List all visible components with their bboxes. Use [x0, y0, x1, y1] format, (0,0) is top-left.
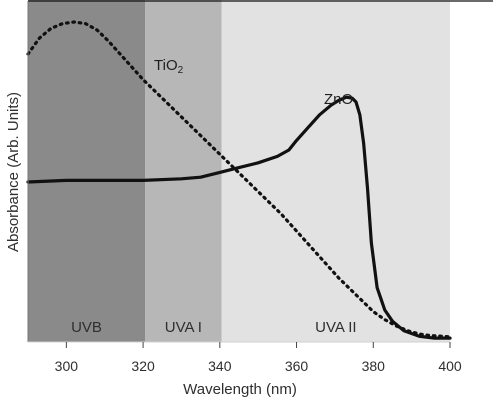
band-label-uva-i: UVA I: [165, 319, 202, 336]
band-uva-ii: [221, 0, 450, 342]
band-label-uva-ii: UVA II: [315, 319, 356, 336]
band-uvb: [28, 0, 146, 342]
series-label-tio2-subscript: 2: [178, 65, 184, 76]
axis-layer: 300 320 340 360 380 400: [27, 0, 493, 374]
x-tick-label-320: 320: [131, 358, 155, 374]
band-label-uvb: UVB: [71, 319, 102, 336]
x-tick-label-380: 380: [362, 358, 386, 374]
series-tio2: [26, 20, 452, 339]
series-label-tio2: TiO2: [154, 57, 184, 76]
series-label-zno: ZnO: [324, 91, 353, 108]
plot-layer: UVB UVA I UVA II TiO2 ZnO: [26, 0, 452, 342]
y-axis-label: Absorbance (Arb. Units): [5, 92, 22, 252]
x-tick-label-300: 300: [55, 358, 79, 374]
x-tick-label-340: 340: [208, 358, 232, 374]
series-zno: [26, 95, 452, 340]
band-uva-i: [145, 0, 222, 342]
x-tick-label-400: 400: [438, 358, 462, 374]
x-tick-label-360: 360: [285, 358, 309, 374]
x-axis-label: Wavelength (nm): [183, 381, 297, 398]
